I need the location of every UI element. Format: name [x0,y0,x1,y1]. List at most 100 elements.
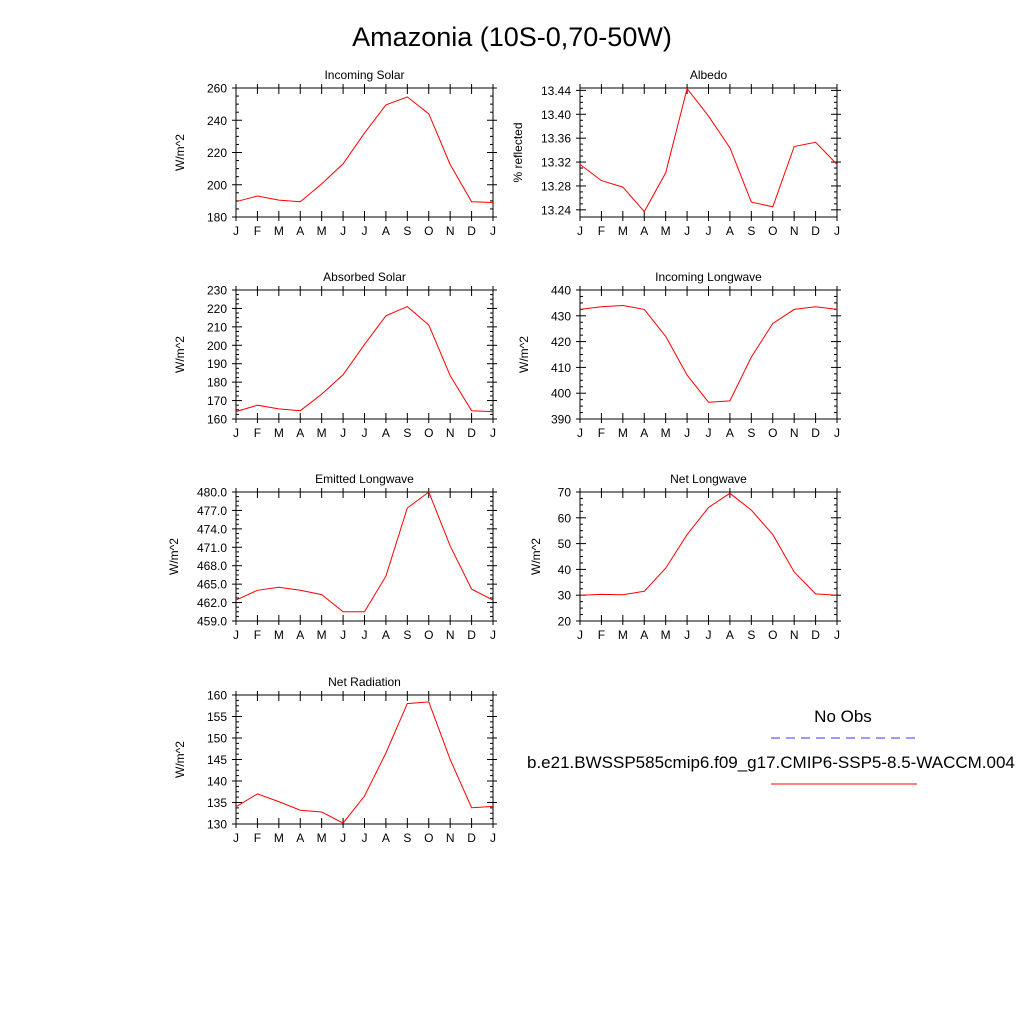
y-tick-label: 13.32 [541,156,571,170]
x-tick-label: J [684,224,690,238]
panel-title: Net Longwave [670,472,747,486]
x-tick-label: J [362,628,368,642]
series-line [235,701,494,824]
series-line [235,306,494,413]
y-tick-label: 40 [558,563,572,577]
y-tick-label: 155 [207,710,227,724]
x-tick-label: M [317,426,327,440]
x-tick-label: J [684,426,690,440]
y-tick-label: 170 [207,394,227,408]
y-tick-label: 220 [207,146,227,160]
panel-title: Emitted Longwave [315,472,414,486]
y-tick-label: 70 [558,486,572,500]
x-tick-label: A [382,831,390,845]
x-tick-label: F [254,224,261,238]
y-tick-label: 180 [207,376,227,390]
x-tick-label: M [274,628,284,642]
x-tick-label: J [490,224,496,238]
x-tick-label: O [424,831,433,845]
panel-title: Net Radiation [328,675,401,689]
x-tick-label: J [340,628,346,642]
x-tick-label: O [768,628,777,642]
x-tick-label: J [706,426,712,440]
y-tick-label: 430 [551,309,571,323]
x-tick-label: J [706,224,712,238]
x-tick-label: J [834,628,840,642]
series-line [235,96,494,203]
y-axis-label: % reflected [511,122,525,182]
y-tick-label: 390 [551,413,571,427]
x-tick-label: J [340,426,346,440]
x-tick-label: N [790,224,799,238]
y-tick-label: 210 [207,320,227,334]
x-tick-label: J [490,426,496,440]
y-tick-label: 465.0 [197,578,227,592]
plot-frame [579,491,838,622]
y-tick-label: 480.0 [197,486,227,500]
y-axis-label: W/m^2 [517,336,531,373]
y-tick-label: 13.36 [541,132,571,146]
x-tick-label: F [254,831,261,845]
x-tick-label: M [317,628,327,642]
x-tick-label: D [811,224,820,238]
panel-4: J F M A M J J A S O N D J390400410420430440Incoming … [517,270,841,440]
x-tick-label: J [490,628,496,642]
y-tick-label: 13.24 [541,203,571,217]
x-tick-label: S [403,628,411,642]
x-tick-label: J [577,426,583,440]
x-tick-label: D [467,426,476,440]
x-tick-label: A [640,224,648,238]
x-tick-label: F [254,426,261,440]
x-tick-label: A [382,224,390,238]
x-tick-label: A [726,426,734,440]
x-tick-label: J [340,224,346,238]
x-tick-label: J [706,628,712,642]
y-axis-label: W/m^2 [173,336,187,373]
x-tick-label: F [598,628,605,642]
y-tick-label: 410 [551,361,571,375]
panel-title: Absorbed Solar [323,270,406,284]
y-tick-label: 135 [207,796,227,810]
y-tick-label: 474.0 [197,522,227,536]
x-tick-label: F [254,628,261,642]
x-tick-label: M [274,224,284,238]
y-tick-label: 30 [558,589,572,603]
x-tick-label: S [747,628,755,642]
x-tick-label: M [661,628,671,642]
x-tick-label: J [684,628,690,642]
y-axis-label: W/m^2 [173,134,187,171]
y-tick-label: 400 [551,387,571,401]
y-tick-label: 230 [207,284,227,298]
figure-title: Amazonia (10S-0,70-50W) [352,22,672,52]
x-tick-label: S [747,426,755,440]
series-line [579,304,838,403]
x-tick-label: M [317,224,327,238]
x-tick-label: F [598,224,605,238]
x-tick-label: D [467,831,476,845]
x-tick-label: S [403,224,411,238]
y-tick-label: 220 [207,302,227,316]
x-tick-label: N [446,426,455,440]
panel-2: J F M A M J J A S O N D J13.2413.2813.3213.3613.4013… [511,68,841,238]
x-tick-label: S [747,224,755,238]
x-tick-label: N [446,831,455,845]
y-tick-label: 471.0 [197,541,227,555]
plot-frame [235,491,494,622]
y-axis-label: W/m^2 [529,538,543,575]
y-tick-label: 140 [207,775,227,789]
panel-title: Albedo [690,68,728,82]
y-tick-label: 145 [207,753,227,767]
panel-5: J F M A M J J A S O N D J459.0462.0465.0468.0471.047… [167,472,497,642]
y-tick-label: 150 [207,732,227,746]
x-tick-label: N [446,628,455,642]
y-axis-label: W/m^2 [173,741,187,778]
plot-frame [235,87,494,218]
y-tick-label: 260 [207,82,227,96]
legend-model-label: b.e21.BWSSP585cmip6.f09_g17.CMIP6-SSP5-8… [527,753,1015,772]
y-axis-label: W/m^2 [167,538,181,575]
x-tick-label: M [618,224,628,238]
y-tick-label: 462.0 [197,596,227,610]
x-tick-label: F [598,426,605,440]
x-tick-label: J [490,831,496,845]
